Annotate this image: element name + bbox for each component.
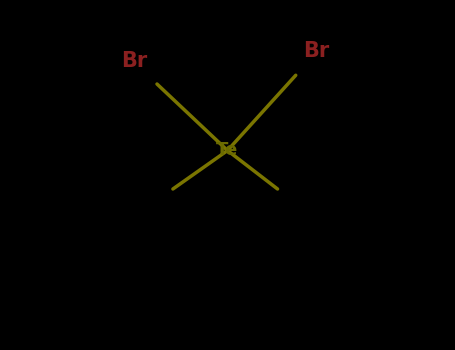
Text: Br: Br (303, 41, 329, 61)
Text: Te: Te (217, 141, 238, 160)
Text: Br: Br (121, 51, 147, 71)
